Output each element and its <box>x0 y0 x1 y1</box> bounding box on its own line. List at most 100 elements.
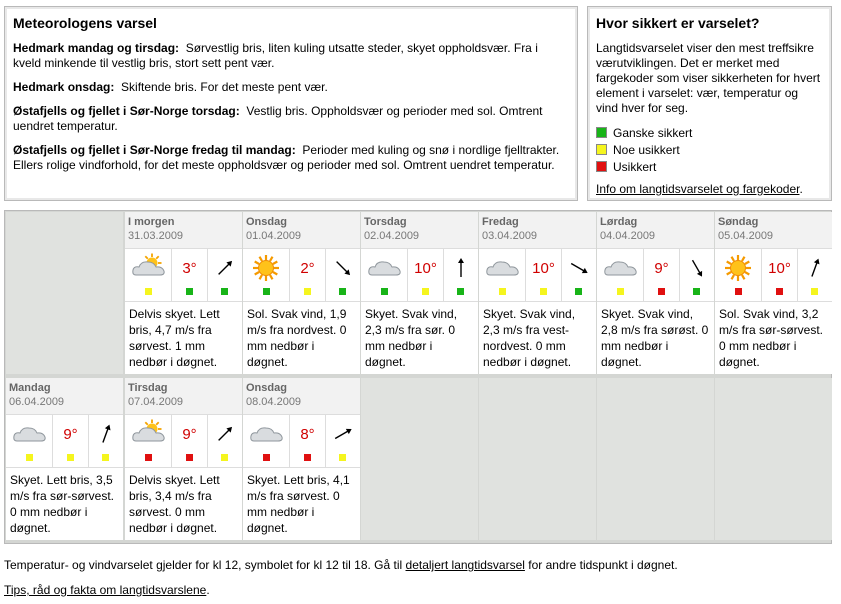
certainty-indicator <box>776 288 783 295</box>
forecast-day-cell: Tirsdag 07.04.2009 9° Delvis skyet. Lett… <box>125 378 242 540</box>
day-header: Fredag 03.04.2009 <box>479 212 596 248</box>
wind <box>796 249 832 301</box>
weather-symbol <box>479 249 525 301</box>
forecast-day-cell: Torsdag 02.04.2009 10° Skyet. Svak vind,… <box>361 212 478 374</box>
forecast-item: Hedmark onsdag: Skiftende bris. For det … <box>13 80 328 94</box>
wind <box>678 249 714 301</box>
wind <box>87 415 123 467</box>
empty-grid-cell <box>597 378 714 540</box>
day-icons-row: 10° <box>715 248 832 302</box>
certainty-indicator <box>304 288 311 295</box>
certainty-indicator <box>262 454 270 461</box>
legend-item-somewhat-unsure: Noe usikkert <box>596 141 823 158</box>
temperature: 9° <box>171 415 206 467</box>
day-date: 03.04.2009 <box>482 230 538 242</box>
wind <box>560 249 596 301</box>
day-name: Mandag <box>9 382 51 394</box>
certainty-indicator <box>102 454 110 461</box>
temperature: 3° <box>171 249 206 301</box>
empty-grid-cell <box>479 378 596 540</box>
certainty-title: Hvor sikkert er varselet? <box>596 15 760 31</box>
wind-arrow-icon <box>802 253 828 283</box>
partly-cloudy-icon <box>130 253 166 283</box>
day-date: 05.04.2009 <box>718 230 774 242</box>
empty-grid-cell <box>361 378 478 540</box>
sun-icon <box>248 253 284 283</box>
wind <box>324 415 360 467</box>
temperature: 10° <box>761 249 796 301</box>
day-header: Lørdag 04.04.2009 <box>597 212 714 248</box>
day-date: 02.04.2009 <box>364 230 420 242</box>
day-date: 06.04.2009 <box>9 396 65 408</box>
cloud-icon <box>366 253 402 283</box>
weather-symbol <box>597 249 643 301</box>
day-header: Søndag 05.04.2009 <box>715 212 832 248</box>
day-date: 04.04.2009 <box>600 230 656 242</box>
tips-link[interactable]: Tips, råd og fakta om langtidsvarslene <box>4 583 207 597</box>
day-icons-row: 3° <box>125 248 242 302</box>
cloud-icon <box>602 253 638 283</box>
day-header: Tirsdag 07.04.2009 <box>125 378 242 414</box>
temperature: 10° <box>525 249 560 301</box>
forecast-day-cell: Onsdag 08.04.2009 8° Skyet. Lett bris, 4… <box>243 378 360 540</box>
day-date: 08.04.2009 <box>246 396 302 408</box>
info-link[interactable]: Info om langtidsvarselet og fargekoder <box>596 182 800 196</box>
legend-item-unsure: Usikkert <box>596 158 823 175</box>
day-description: Skyet. Svak vind, 2,8 m/s fra sørøst. 0 … <box>601 307 709 369</box>
day-description: Delvis skyet. Lett bris, 4,7 m/s fra sør… <box>129 307 220 369</box>
forecast-day-cell: I morgen 31.03.2009 3° Delvis skyet. Let… <box>125 212 242 374</box>
certainty-indicator <box>339 454 347 461</box>
certainty-indicator <box>616 288 624 295</box>
day-name: Torsdag <box>364 216 407 228</box>
forecast-item: Østafjells og fjellet i Sør-Norge torsda… <box>13 104 543 133</box>
certainty-indicator <box>144 454 152 461</box>
weather-symbol <box>715 249 761 301</box>
temperature-value: 10° <box>532 259 555 277</box>
day-icons-row: 10° <box>361 248 478 302</box>
certainty-panel: Hvor sikkert er varselet? Langtidsvarsel… <box>587 6 832 201</box>
legend-swatch <box>596 127 607 138</box>
temperature-value: 9° <box>182 425 197 443</box>
day-description: Sol. Svak vind, 3,2 m/s fra sør-sørvest.… <box>719 307 823 369</box>
wind-arrow-icon <box>212 419 238 449</box>
day-icons-row: 9° <box>597 248 714 302</box>
wind-arrow-icon <box>93 419 119 449</box>
certainty-indicator <box>221 288 229 295</box>
meteorologist-forecast-panel: Meteorologens varsel Hedmark mandag og t… <box>4 6 578 201</box>
forecast-item: Hedmark mandag og tirsdag: Sørvestlig br… <box>13 41 538 70</box>
wind <box>442 249 478 301</box>
certainty-indicator <box>693 288 701 295</box>
temperature-value: 10° <box>768 259 791 277</box>
footnote: Temperatur- og vindvarselet gjelder for … <box>4 558 678 572</box>
weather-symbol <box>243 249 289 301</box>
meteorologist-title: Meteorologens varsel <box>13 15 157 31</box>
detailed-forecast-link[interactable]: detaljert langtidsvarsel <box>405 558 525 572</box>
weather-symbol <box>243 415 289 467</box>
empty-grid-cell <box>715 378 832 540</box>
certainty-indicator <box>262 288 270 295</box>
certainty-indicator <box>67 454 74 461</box>
certainty-indicator <box>186 288 193 295</box>
weather-symbol <box>6 415 52 467</box>
cloud-icon <box>484 253 520 283</box>
legend-swatch <box>596 144 607 155</box>
certainty-indicator <box>811 288 819 295</box>
day-header: Onsdag 01.04.2009 <box>243 212 360 248</box>
certainty-indicator <box>144 288 152 295</box>
day-description: Skyet. Lett bris, 3,5 m/s fra sør-sørves… <box>10 473 114 535</box>
day-description: Skyet. Svak vind, 2,3 m/s fra vest-nordv… <box>483 307 576 369</box>
certainty-indicator <box>734 288 742 295</box>
day-icons-row: 9° <box>6 414 123 468</box>
forecast-day-cell: Søndag 05.04.2009 10° Sol. Svak vind, 3,… <box>715 212 832 374</box>
sun-icon <box>720 253 756 283</box>
day-icons-row: 8° <box>243 414 360 468</box>
forecast-day-cell: Lørdag 04.04.2009 9° Skyet. Svak vind, 2… <box>597 212 714 374</box>
day-date: 01.04.2009 <box>246 230 302 242</box>
certainty-indicator <box>186 454 193 461</box>
temperature-value: 3° <box>182 259 197 277</box>
forecast-day-cell: Fredag 03.04.2009 10° Skyet. Svak vind, … <box>479 212 596 374</box>
legend-item-sure: Ganske sikkert <box>596 124 823 141</box>
wind-arrow-icon <box>330 253 356 283</box>
wind-arrow-icon <box>448 253 474 283</box>
certainty-indicator <box>339 288 347 295</box>
